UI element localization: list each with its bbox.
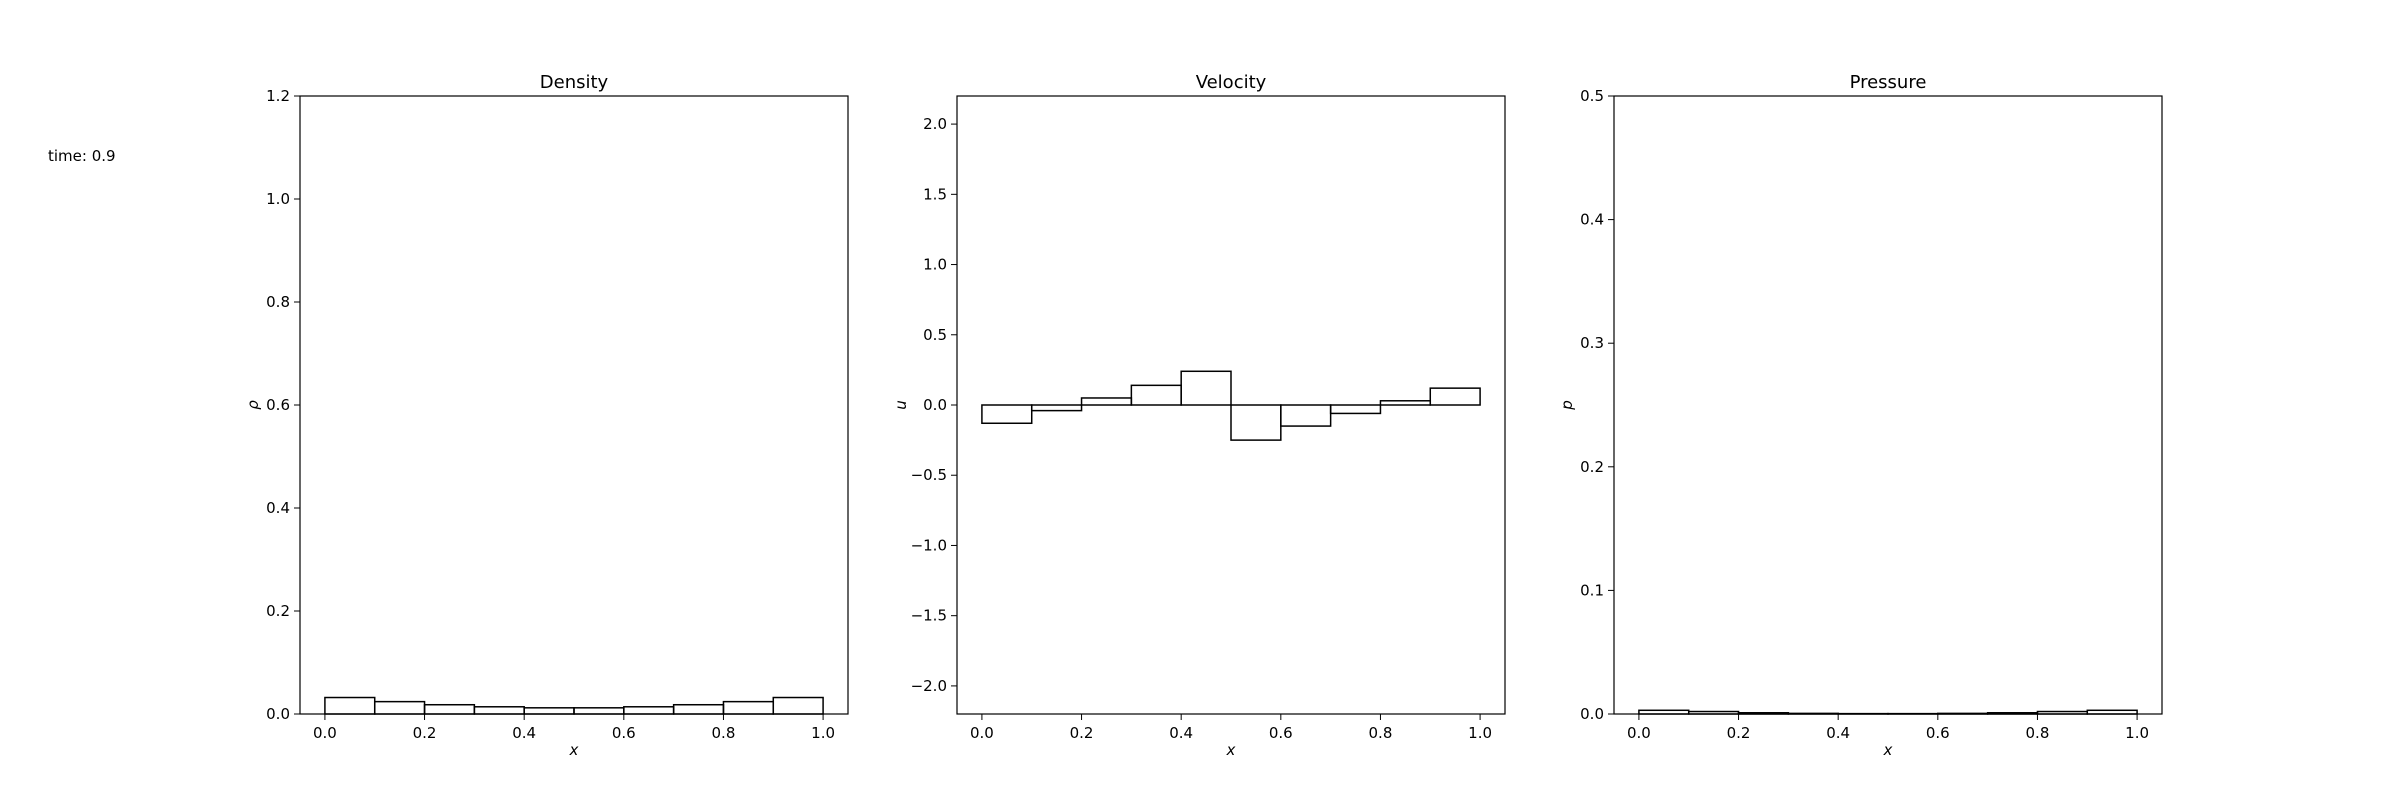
density-ytick-label: 0.4 <box>266 499 290 517</box>
velocity-bar <box>1379 400 1432 406</box>
velocity-xlabel: x <box>1226 741 1236 759</box>
pressure-plot-frame <box>1613 95 2163 715</box>
velocity-ytick-label: −1.0 <box>911 536 947 554</box>
density-title: Density <box>540 72 609 93</box>
density-xtick-label: 0.0 <box>313 724 337 742</box>
velocity-ytick-label: 1.5 <box>923 185 947 203</box>
density-bar <box>672 703 725 715</box>
time-annotation: time: 0.9 <box>48 147 116 165</box>
velocity-ytick-label: 1.0 <box>923 256 947 274</box>
velocity-bar <box>1429 387 1481 406</box>
pressure-ytick-label: 0.5 <box>1580 87 1604 105</box>
velocity-bar <box>1030 404 1083 412</box>
pressure-ytick-label: 0.0 <box>1580 705 1604 723</box>
velocity-xtick-label: 0.4 <box>1169 724 1193 742</box>
pressure-title: Pressure <box>1850 72 1927 93</box>
density-ytick-label: 0.2 <box>266 602 290 620</box>
density-plot-frame <box>299 95 849 715</box>
density-bar <box>623 706 675 715</box>
density-xtick-label: 0.2 <box>413 724 437 742</box>
density-ylabel: ρ <box>244 400 262 410</box>
velocity-ytick-label: −2.0 <box>911 677 947 695</box>
density-bar <box>473 706 525 715</box>
velocity-bar <box>1130 384 1182 406</box>
pressure-ytick-label: 0.3 <box>1580 334 1604 352</box>
density-ytick-label: 0.0 <box>266 705 290 723</box>
density-panel: Density x ρ 0.0 0.2 0.4 0.6 0.8 1.0 0.0 0.2 0.4 0… <box>244 72 849 759</box>
density-bar <box>423 703 476 715</box>
pressure-xtick-label: 0.6 <box>1926 724 1950 742</box>
velocity-bar <box>1280 404 1332 427</box>
pressure-ytick-label: 0.2 <box>1580 458 1604 476</box>
pressure-xtick-label: 0.0 <box>1627 724 1651 742</box>
velocity-bar <box>981 404 1033 425</box>
density-xtick-label: 0.8 <box>712 724 736 742</box>
velocity-bar <box>1230 404 1282 441</box>
density-xlabel: x <box>569 741 579 759</box>
pressure-xtick-label: 0.8 <box>2026 724 2050 742</box>
density-bar <box>772 696 824 715</box>
velocity-xtick-label: 0.0 <box>970 724 994 742</box>
velocity-ytick-label: 0.0 <box>923 396 947 414</box>
velocity-bar <box>1080 397 1133 406</box>
velocity-xtick-label: 1.0 <box>1468 724 1492 742</box>
pressure-xtick-label: 0.4 <box>1826 724 1850 742</box>
density-bar <box>523 707 575 715</box>
velocity-xtick-label: 0.2 <box>1070 724 1094 742</box>
pressure-xtick-label: 1.0 <box>2125 724 2149 742</box>
velocity-ytick-label: −1.5 <box>911 607 947 625</box>
density-ytick-label: 0.8 <box>266 293 290 311</box>
velocity-title: Velocity <box>1196 72 1267 93</box>
density-xtick-label: 0.4 <box>512 724 536 742</box>
velocity-panel: Velocity x u 0.0 0.2 0.4 0.6 0.8 1.0 −2.0 −1.5 −… <box>892 72 1506 759</box>
velocity-bar <box>1329 404 1382 415</box>
density-ytick-label: 1.2 <box>266 87 290 105</box>
velocity-xtick-label: 0.8 <box>1369 724 1393 742</box>
pressure-ylabel: p <box>1558 400 1576 411</box>
velocity-ytick-label: 0.5 <box>923 326 947 344</box>
pressure-panel: Pressure x p 0.0 0.2 0.4 0.6 0.8 1.0 0.0 0.1 0.2… <box>1558 72 2163 759</box>
density-ytick-label: 1.0 <box>266 190 290 208</box>
pressure-xtick-label: 0.2 <box>1727 724 1751 742</box>
density-ytick-label: 0.6 <box>266 396 290 414</box>
density-bar <box>722 700 775 715</box>
density-bar <box>324 696 376 715</box>
density-xtick-label: 0.6 <box>612 724 636 742</box>
pressure-ytick-label: 0.4 <box>1580 211 1604 229</box>
density-bar <box>373 700 426 715</box>
pressure-xlabel: x <box>1883 741 1893 759</box>
velocity-bar <box>1180 370 1232 406</box>
velocity-ylabel: u <box>892 400 910 410</box>
velocity-ytick-label: 2.0 <box>923 115 947 133</box>
pressure-ytick-label: 0.1 <box>1580 581 1604 599</box>
density-xtick-label: 1.0 <box>811 724 835 742</box>
velocity-xtick-label: 0.6 <box>1269 724 1293 742</box>
density-bar <box>573 707 625 715</box>
velocity-ytick-label: −0.5 <box>911 466 947 484</box>
